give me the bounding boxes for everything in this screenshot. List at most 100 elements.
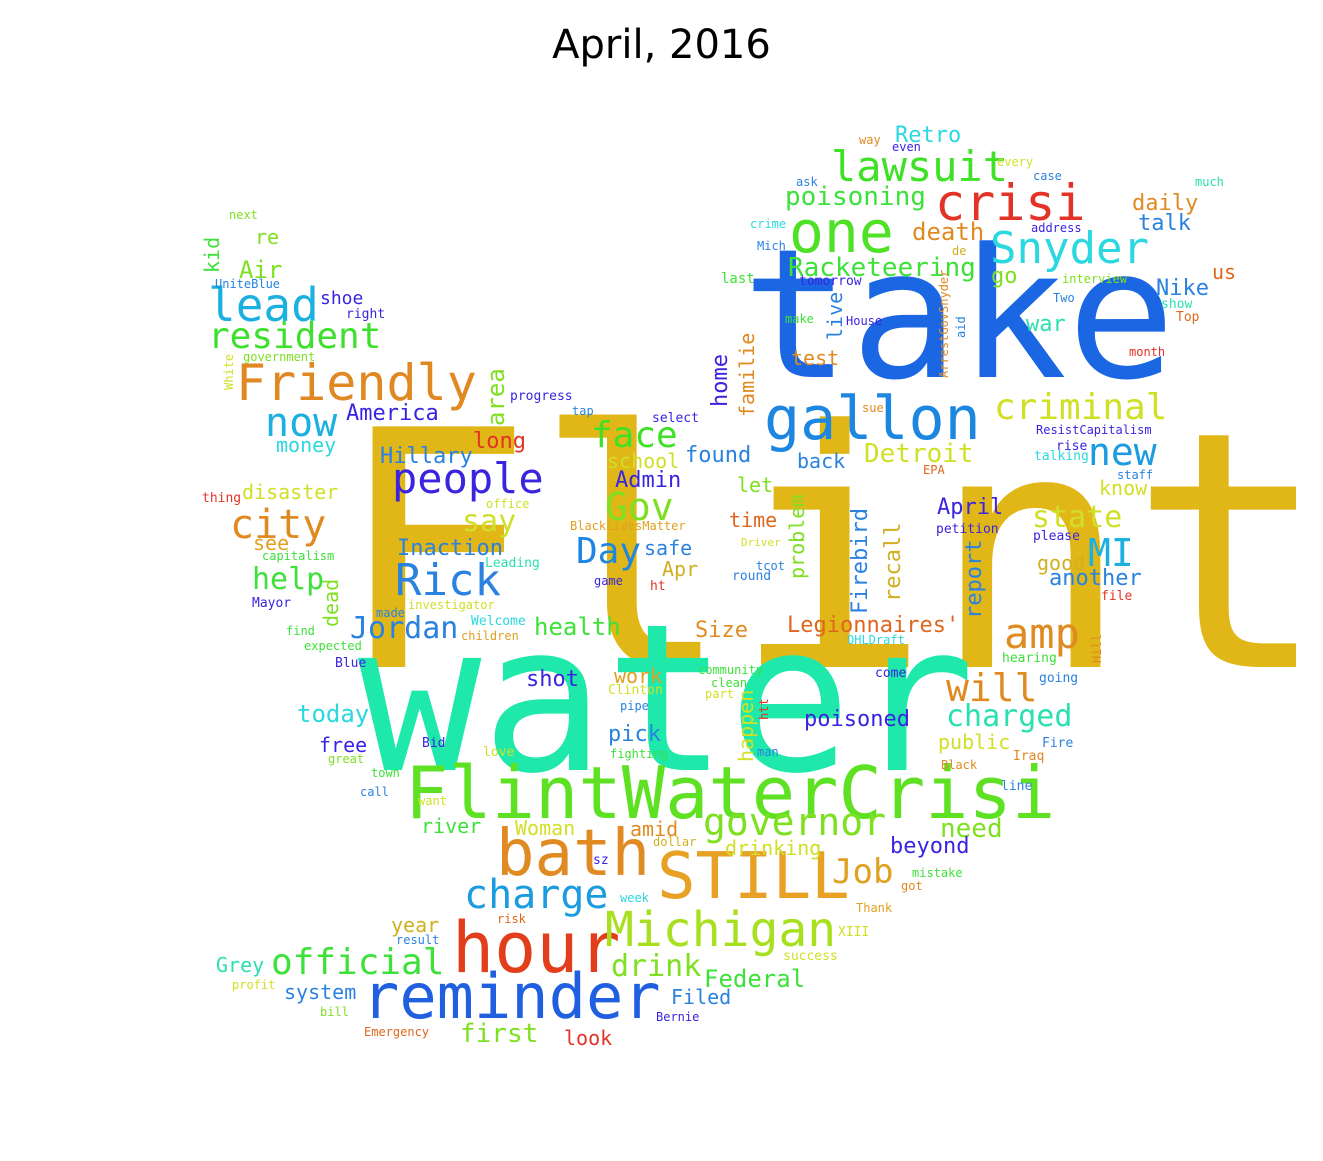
cloud-word: home: [710, 354, 732, 407]
cloud-word: round: [732, 570, 771, 583]
cloud-word: amp: [1004, 613, 1080, 655]
cloud-word: time: [729, 510, 777, 530]
cloud-word: aid: [955, 316, 967, 338]
cloud-word: Grey: [216, 955, 264, 975]
cloud-word: even: [892, 141, 921, 153]
cloud-word: part: [705, 688, 734, 700]
cloud-word: White: [223, 354, 235, 390]
cloud-word: Emergency: [364, 1026, 429, 1038]
cloud-word: line: [1001, 780, 1032, 793]
cloud-word: BlackLivesMatter: [570, 520, 686, 532]
cloud-word: drink: [611, 952, 701, 982]
cloud-word: Blue: [335, 657, 366, 670]
cloud-word: tomorrow: [799, 275, 862, 288]
cloud-word: town: [371, 767, 400, 779]
cloud-word: progress: [510, 390, 573, 403]
cloud-word: Two: [1053, 292, 1075, 304]
cloud-word: case: [1033, 170, 1062, 182]
cloud-word: shoe: [320, 290, 363, 308]
cloud-word: shot: [526, 669, 579, 691]
cloud-word: petition: [936, 523, 999, 536]
cloud-word: Clinton: [608, 684, 663, 697]
cloud-word: going: [1039, 672, 1078, 685]
cloud-word: month: [1129, 346, 1165, 358]
cloud-word: recall: [883, 523, 905, 602]
cloud-word: Fire: [1042, 737, 1073, 750]
cloud-word: long: [473, 431, 526, 453]
cloud-word: XIII: [838, 926, 869, 939]
cloud-word: made: [376, 607, 405, 619]
cloud-word: familie: [737, 333, 757, 417]
cloud-word: river: [421, 816, 481, 836]
cloud-word: sue: [862, 402, 884, 414]
cloud-word: system: [284, 982, 356, 1002]
cloud-word: government: [243, 351, 315, 363]
cloud-word: look: [564, 1028, 612, 1048]
cloud-word: great: [328, 753, 364, 765]
cloud-word: let: [737, 475, 773, 495]
cloud-word: dead: [321, 579, 341, 627]
cloud-word: Bid: [422, 737, 445, 750]
cloud-word: war: [1026, 314, 1066, 336]
cloud-word: expected: [304, 640, 362, 652]
cloud-word: Hillary: [380, 446, 473, 468]
cloud-word: Day: [576, 534, 641, 570]
cloud-word: good: [1037, 553, 1085, 573]
cloud-word: safe: [644, 538, 692, 558]
cloud-word: last: [721, 272, 755, 286]
cloud-word: bill: [320, 1006, 349, 1018]
cloud-word: ResistCapitalism: [1036, 424, 1152, 436]
cloud-word: test: [791, 348, 839, 368]
cloud-word: man: [757, 746, 779, 758]
cloud-word: thing: [202, 492, 241, 505]
cloud-word: Driver: [741, 537, 781, 548]
cloud-word: got: [901, 880, 923, 892]
cloud-word: capitalism: [262, 550, 334, 562]
cloud-word: happen: [736, 690, 756, 762]
cloud-word: come: [875, 667, 906, 680]
cloud-word: today: [297, 702, 369, 726]
cloud-word: say: [462, 507, 516, 537]
cloud-word: talking: [1034, 450, 1089, 463]
cloud-word: office: [486, 498, 529, 510]
cloud-word: beyond: [890, 836, 969, 858]
cloud-word: health: [534, 615, 621, 639]
cloud-word: risk: [497, 913, 526, 925]
cloud-word: please: [1033, 530, 1080, 543]
cloud-word: ArrestGovSnyder: [938, 270, 950, 378]
cloud-word: problem: [787, 495, 807, 579]
cloud-word: Iraq: [1013, 750, 1044, 763]
cloud-word: found: [685, 445, 751, 467]
cloud-word: House: [846, 315, 882, 327]
cloud-word: area: [484, 368, 508, 426]
cloud-word: game: [594, 575, 623, 587]
cloud-word: ht: [650, 580, 666, 593]
cloud-word: tap: [572, 405, 594, 417]
cloud-word: us: [1212, 262, 1236, 282]
cloud-word: de: [952, 245, 966, 257]
cloud-word: success: [783, 950, 838, 963]
cloud-word: charge: [464, 875, 609, 915]
cloud-word: back: [797, 451, 845, 471]
cloud-word: investigator: [408, 599, 495, 611]
cloud-word: Thank: [856, 902, 892, 914]
cloud-word: next: [229, 209, 258, 221]
cloud-word: week: [620, 892, 649, 904]
cloud-word: result: [396, 934, 439, 946]
cloud-word: fighting: [610, 748, 668, 760]
cloud-word: money: [276, 435, 336, 455]
cloud-word: pick: [608, 724, 661, 746]
cloud-word: love: [483, 746, 514, 759]
cloud-word: children: [461, 630, 519, 642]
cloud-word: Hill: [1091, 634, 1103, 663]
cloud-word: Apr: [662, 559, 698, 579]
cloud-word: Bernie: [656, 1011, 699, 1023]
cloud-word: hearing: [1002, 652, 1057, 665]
cloud-word: dollar: [653, 836, 696, 848]
cloud-word: right: [346, 308, 385, 321]
cloud-word: interview: [1062, 273, 1127, 285]
cloud-word: help: [252, 565, 324, 595]
cloud-word: America: [346, 403, 439, 425]
cloud-word: sz: [593, 854, 609, 867]
